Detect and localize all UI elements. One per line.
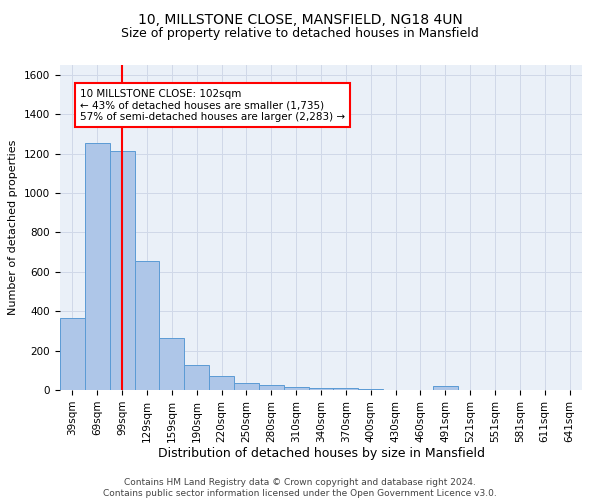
- Bar: [110, 150, 134, 390]
- Text: 10, MILLSTONE CLOSE, MANSFIELD, NG18 4UN: 10, MILLSTONE CLOSE, MANSFIELD, NG18 4UN: [137, 12, 463, 26]
- Bar: [284, 387, 308, 390]
- Bar: [334, 388, 358, 390]
- Bar: [433, 386, 458, 390]
- Bar: [358, 389, 383, 390]
- Bar: [259, 385, 284, 390]
- Bar: [308, 388, 334, 390]
- Bar: [184, 366, 209, 390]
- Text: Size of property relative to detached houses in Mansfield: Size of property relative to detached ho…: [121, 28, 479, 40]
- Text: Contains HM Land Registry data © Crown copyright and database right 2024.
Contai: Contains HM Land Registry data © Crown c…: [103, 478, 497, 498]
- Bar: [134, 261, 160, 390]
- Bar: [209, 376, 234, 390]
- Bar: [160, 338, 184, 390]
- X-axis label: Distribution of detached houses by size in Mansfield: Distribution of detached houses by size …: [157, 448, 485, 460]
- Bar: [85, 143, 110, 390]
- Text: 10 MILLSTONE CLOSE: 102sqm
← 43% of detached houses are smaller (1,735)
57% of s: 10 MILLSTONE CLOSE: 102sqm ← 43% of deta…: [80, 88, 345, 122]
- Bar: [234, 382, 259, 390]
- Bar: [60, 318, 85, 390]
- Y-axis label: Number of detached properties: Number of detached properties: [8, 140, 19, 315]
